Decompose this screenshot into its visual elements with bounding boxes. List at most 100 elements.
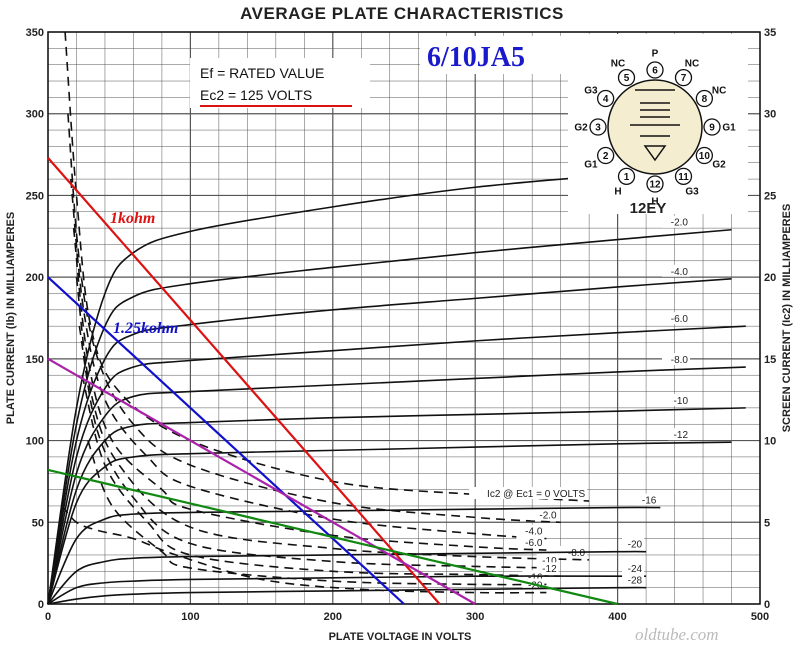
pin-circle [674,167,693,186]
y-tick-label: 0 [38,599,44,611]
screen-curve-label: -12 [542,564,557,575]
plate-curve-label: -4.0 [671,267,689,278]
screen-curve-label-bg [530,508,559,521]
pin-circle [617,167,636,186]
pin-name: NC [685,58,699,69]
notes-box [190,58,370,108]
pin-number: 2 [603,151,609,162]
screen-curve [78,326,561,569]
plate-curve-label-bg [668,428,690,441]
load-label-1kohm: 1kohm [110,210,155,227]
plate-curve-label: -8.0 [671,355,689,366]
plate-curve-label-bg [622,537,645,550]
x-tick-label: 200 [324,611,342,623]
y-axis-label: PLATE CURRENT (Ib) IN MILLIAMPERES [5,212,17,424]
plate-curve [47,441,732,605]
y2-tick-label: 15 [764,354,776,366]
axis-ticks: 0 100 200 300 400 500050100150200250300350051… [26,27,777,623]
pin-circle [617,68,636,87]
y2-axis-label: SCREEN CURRENT (Ic2) IN MILLIAMPERES [781,204,793,433]
note-ef: Ef = RATED VALUE [200,65,324,81]
pin-name: G2 [712,160,726,171]
pin-number: 3 [595,123,601,134]
pin-circle [596,146,615,165]
note-ec2: Ec2 = 125 VOLTS [200,87,312,103]
pin-circle [695,89,714,108]
pin-circle [695,146,714,165]
y2-tick-label: 35 [764,27,776,39]
y-tick-label: 50 [32,517,44,529]
plate-curve-label-bg [662,312,690,325]
pin-circle [703,118,721,136]
watermark: oldtube.com [635,625,719,644]
y-tick-label: 250 [26,190,44,202]
pin-circle [646,61,664,79]
pin-name: NC [712,86,726,97]
plate-curve-label: -28 [628,576,643,587]
screen-curve [64,31,590,502]
screen-curve-label: -8.0 [568,548,586,559]
x-tick-label: 300 [466,611,484,623]
y2-tick-label: 0 [764,599,770,611]
pin-name: G1 [722,123,736,134]
plate-curve-label-bg [622,573,645,586]
plate-curve-label: -20 [628,540,643,551]
load-line [47,276,405,605]
pin-circle [589,118,607,136]
pin-number: 5 [624,73,630,84]
pin-number: 12 [649,180,661,191]
screen-curve-label: -4.0 [525,527,543,538]
y-tick-label: 150 [26,354,44,366]
y2-tick-label: 25 [764,190,776,202]
y-tick-label: 100 [26,436,44,448]
pinout-label: 12EY [630,200,667,217]
screen-curve [72,228,547,551]
pin-name: G3 [685,187,699,198]
y2-tick-label: 10 [764,436,776,448]
plate-curve-label: -16 [642,496,657,507]
plate-curve-label: -24 [628,564,643,575]
pin-name: G1 [584,160,598,171]
y2-tick-label: 30 [764,109,776,121]
plate-curve-label-bg [662,353,690,366]
plate-curve-label-bg [636,493,659,506]
pin-name: NC [611,58,625,69]
plate-curve [47,550,647,605]
y-tick-label: 350 [26,27,44,39]
tube-base-circle [607,79,703,175]
load-line [47,357,476,605]
plate-curve-label-bg [662,215,690,228]
plate-curve [47,575,647,605]
x-axis-label: PLATE VOLTAGE IN VOLTS [329,631,472,643]
plate-curve-label: -12 [674,430,689,441]
load-line [47,468,618,606]
plate-curve [47,366,746,605]
pin-number: 8 [702,94,708,105]
pin-name: G3 [584,86,598,97]
tube-electrode-icon [630,89,680,162]
pin-name: H [651,197,658,208]
pin-number: 10 [699,151,711,162]
plate-curve-label: -6.0 [671,314,689,325]
plate-curve [47,277,732,605]
plate-curve [47,325,746,605]
screen-curve-label-bg [469,487,588,500]
screen-curve [81,375,561,578]
plate-curve-label: -2.0 [671,218,689,229]
pin-number: 4 [603,94,609,105]
pin-number: 6 [652,66,658,77]
plate-curve [47,228,732,605]
load-lines [47,157,618,606]
plate-curve [47,506,661,605]
screen-curve-label-bg [516,524,545,537]
screen-curve-label-bg [516,536,545,549]
screen-curve [75,277,590,561]
y2-tick-label: 20 [764,272,776,284]
chart-title: AVERAGE PLATE CHARACTERISTICS [240,4,564,23]
pin-number: 11 [678,172,689,183]
load-label-1-25kohm: 1.25kohm [113,320,178,337]
x-tick-label: 500 [751,611,769,623]
y-tick-label: 300 [26,109,44,121]
plate-curve-label: -10 [674,396,689,407]
